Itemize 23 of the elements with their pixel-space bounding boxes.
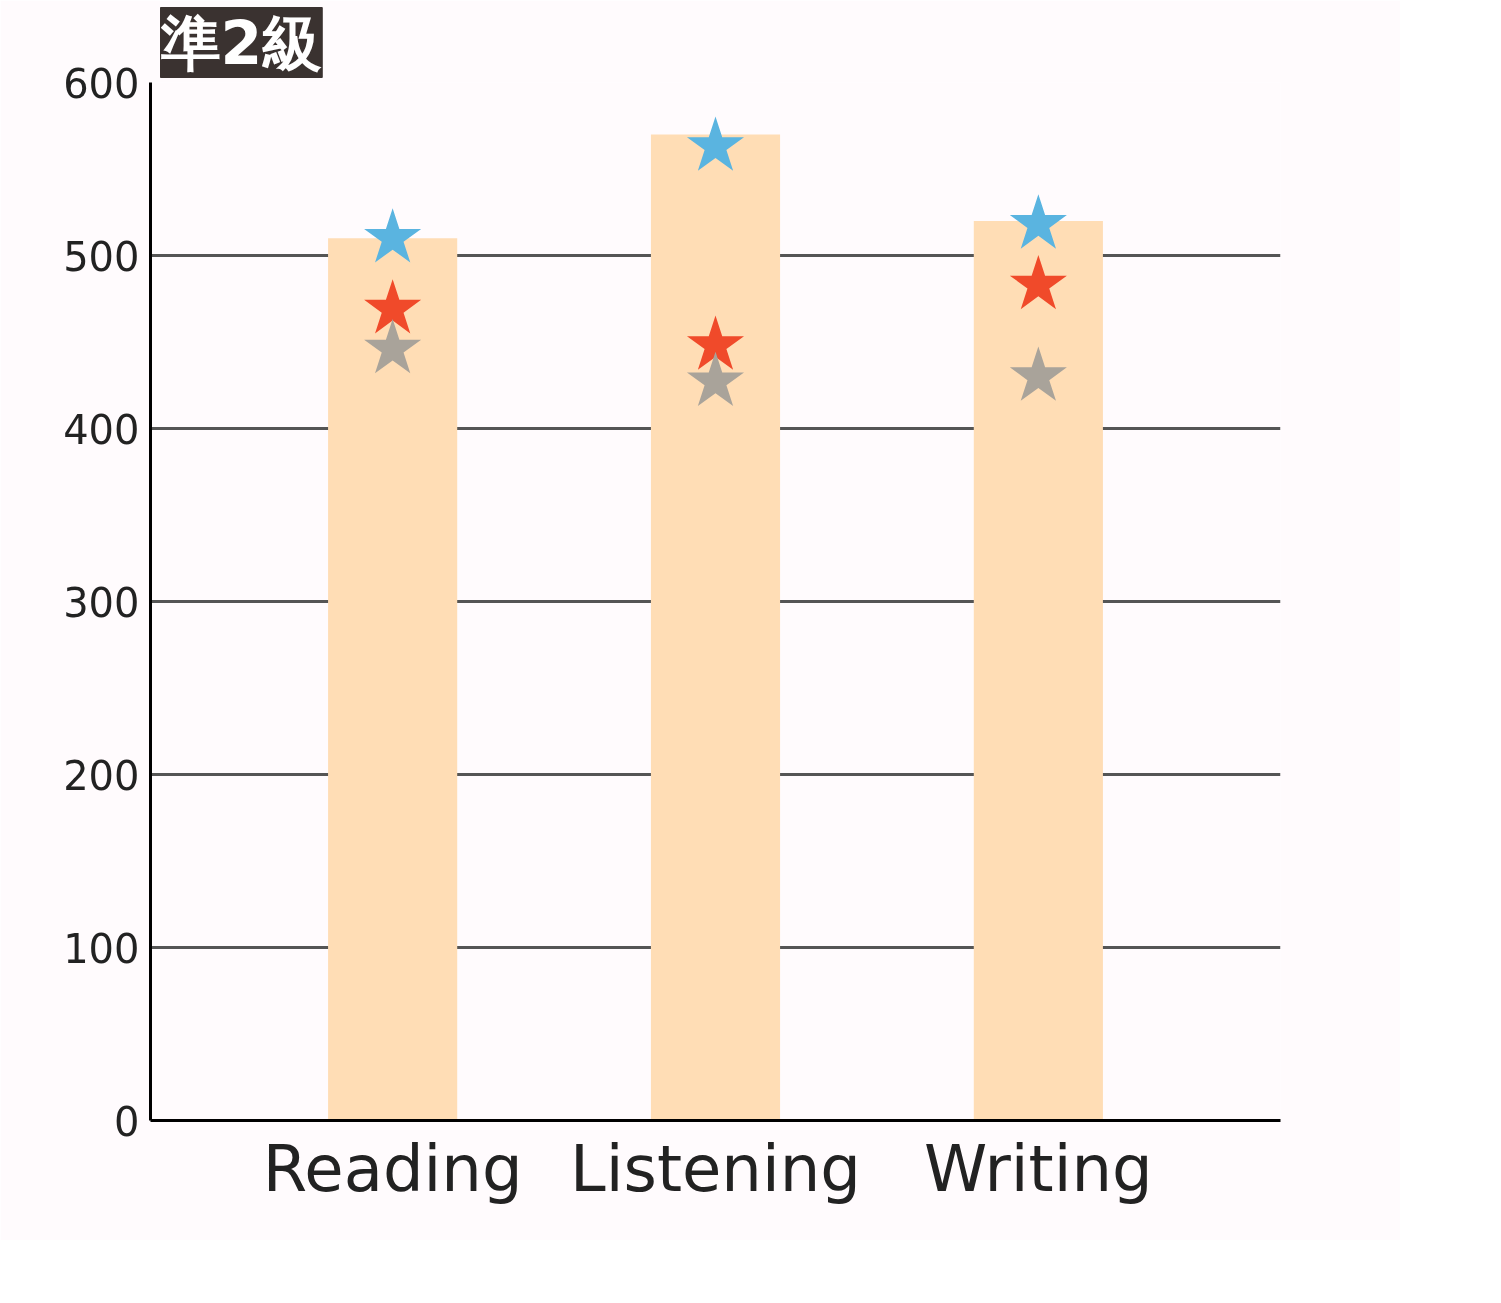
y-tick-label: 400 <box>63 406 140 453</box>
chart-title: 準2級 <box>159 7 323 78</box>
point <box>1009 346 1067 401</box>
point <box>1009 194 1067 249</box>
bar <box>328 238 458 1121</box>
point <box>364 318 422 374</box>
point <box>364 279 422 334</box>
point <box>364 208 422 263</box>
y-tick-label: 500 <box>63 233 140 280</box>
x-tick-label: Writing <box>924 1131 1153 1206</box>
point <box>1009 254 1067 310</box>
y-tick-label: 100 <box>63 925 140 972</box>
y-tick-label: 600 <box>63 60 140 107</box>
y-tick-label: 200 <box>63 752 140 799</box>
x-tick-label: Reading <box>262 1131 523 1206</box>
bar <box>650 134 781 1121</box>
point <box>686 351 745 407</box>
y-tick-label: 0 <box>114 1098 140 1145</box>
bar <box>973 220 1103 1121</box>
point <box>686 116 745 171</box>
x-tick-label: Listening <box>570 1131 861 1206</box>
y-tick-label: 300 <box>63 579 140 626</box>
point <box>686 315 745 370</box>
